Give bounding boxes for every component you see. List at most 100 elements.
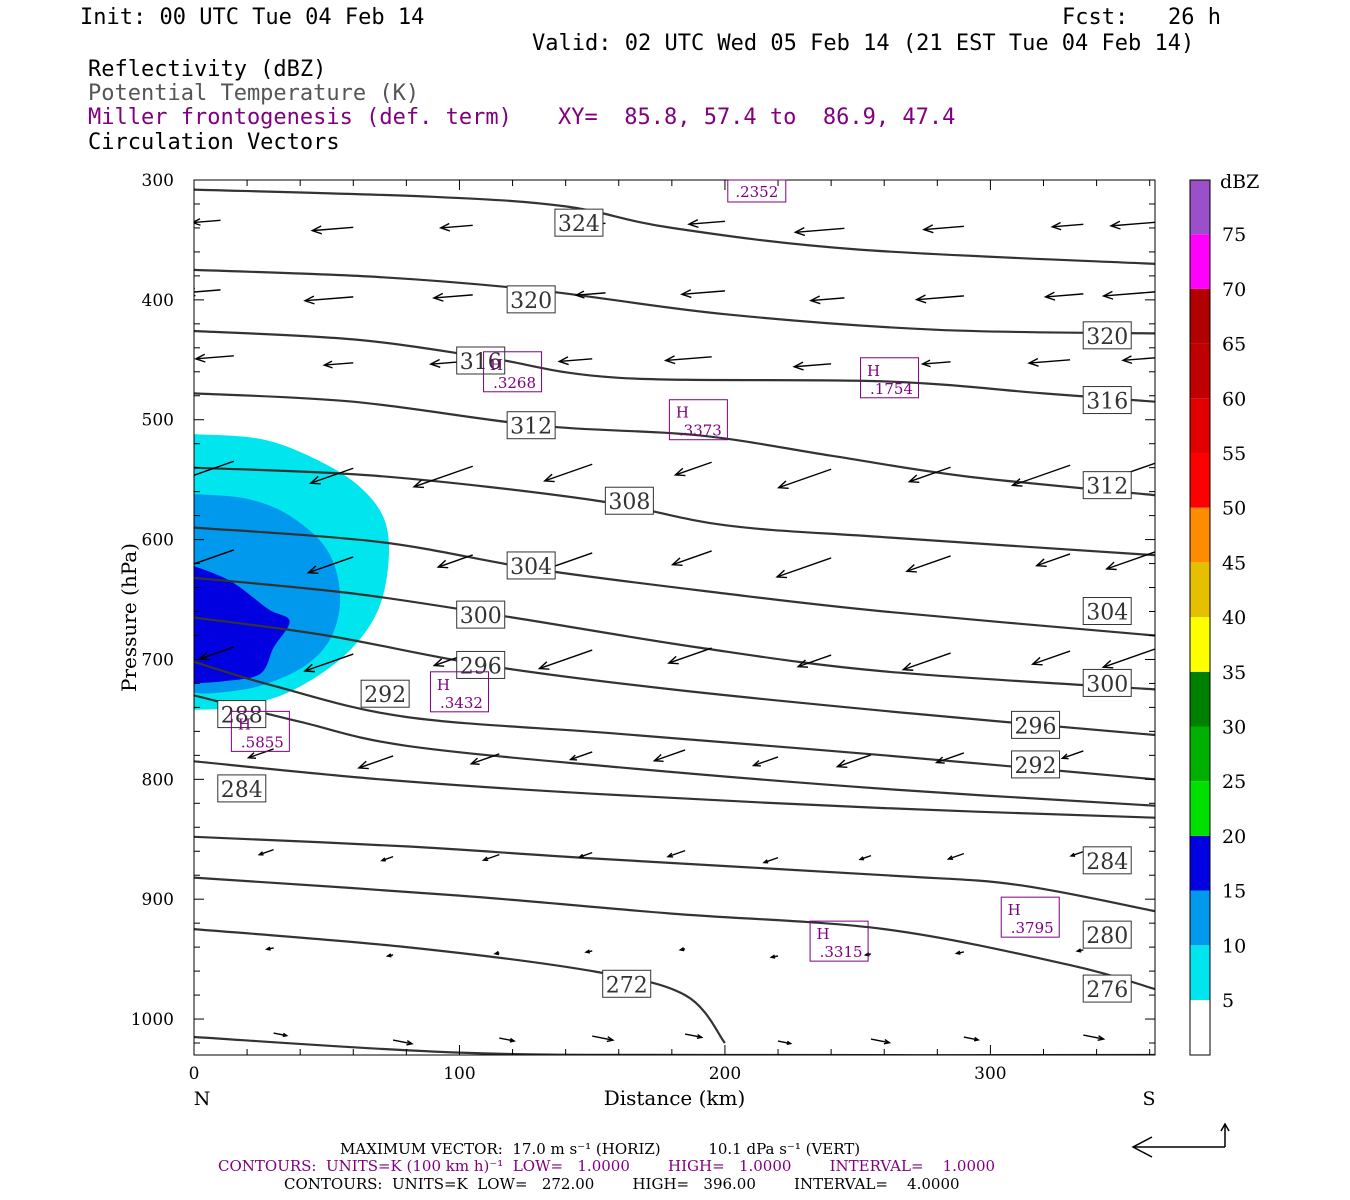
circulation-vector <box>413 465 473 488</box>
contour-label: 272 <box>606 973 648 998</box>
circulation-vector <box>778 468 832 489</box>
circulation-vector <box>922 361 951 365</box>
circulation-vector-head <box>751 760 761 767</box>
circulation-vector-head <box>438 222 451 232</box>
colorbar-segment <box>1190 288 1210 344</box>
circulation-vector <box>433 294 473 299</box>
circulation-vector-head <box>1010 478 1023 487</box>
circulation-vector <box>1103 291 1155 297</box>
frontogenesis-maxima: .2352H.3268H.1754H.3373H.3432H.5855H.379… <box>230 179 1060 962</box>
circulation-vector <box>1036 553 1071 567</box>
circulation-vector <box>499 1037 515 1042</box>
circulation-vector-head <box>194 218 201 226</box>
colorbar-level-label: 10 <box>1222 935 1246 957</box>
colorbar-segment <box>1190 726 1210 782</box>
circulation-vector-head <box>858 856 865 861</box>
colorbar-segment <box>1190 890 1210 946</box>
circulation-vector <box>194 549 235 565</box>
circulation-vector-head <box>428 358 441 368</box>
circulation-vector <box>358 755 394 769</box>
circulation-vector <box>859 854 872 861</box>
circulation-vector <box>471 753 500 765</box>
theta-contour-276 <box>194 876 1155 991</box>
max-vector-note: MAXIMUM VECTOR: 17.0 m s⁻¹ (HORIZ) 10.1 … <box>340 1140 861 1158</box>
colorbar-unit: dBZ <box>1220 171 1259 193</box>
circulation-vector-head <box>762 859 769 864</box>
x-tick-label: 0 <box>189 1064 200 1084</box>
circulation-vector <box>483 853 500 861</box>
contour-label: 320 <box>510 289 552 314</box>
circulation-vector <box>906 555 951 572</box>
circulation-vector-head <box>934 756 945 764</box>
circulation-vector-head <box>670 557 683 566</box>
circulation-vector <box>312 226 354 232</box>
circulation-vector-head <box>469 757 480 765</box>
colorbar-segment <box>1190 453 1210 508</box>
y-axis-title: Pressure (hPa) <box>117 543 141 692</box>
theta-contour-324 <box>194 188 1155 265</box>
init-time: Init: 00 UTC Tue 04 Feb 14 <box>80 5 425 30</box>
colorbar-level-label: 35 <box>1222 662 1246 684</box>
circulation-vector-head <box>696 1033 704 1040</box>
circulation-vector-head <box>246 752 257 759</box>
contour-label-box <box>506 551 556 580</box>
circulation-vector <box>195 355 234 360</box>
circulation-vector <box>794 363 832 368</box>
circulation-vector <box>273 1032 287 1037</box>
circulation-vector <box>797 654 832 668</box>
circulation-vector <box>576 292 606 296</box>
circulation-vector <box>1122 357 1155 362</box>
circulation-vector-head <box>310 225 322 235</box>
contour-label-box <box>456 650 506 679</box>
colorbar-segment <box>1190 398 1210 453</box>
circulation-vector <box>579 851 593 858</box>
colorbar-level-label: 25 <box>1222 771 1246 793</box>
fronto-max-h: H <box>867 362 880 380</box>
fronto-max-box <box>483 351 543 393</box>
circulation-vector-head <box>652 753 664 763</box>
colorbar-level-label: 20 <box>1222 826 1246 848</box>
circulation-vector <box>923 225 964 231</box>
circulation-vector-head <box>1101 659 1114 669</box>
contour-label-box <box>1082 321 1132 350</box>
colorbar-level-label: 65 <box>1222 334 1246 356</box>
circulation-vector <box>795 227 845 233</box>
colorbar-level-label: 70 <box>1222 279 1246 301</box>
circulation-vector-head <box>1050 221 1062 231</box>
circulation-vector-head <box>412 479 425 489</box>
x-tick-label: 300 <box>974 1064 1006 1084</box>
circulation-vector <box>810 297 845 302</box>
field-frontogenesis: Miller frontogenesis (def. term) <box>88 105 512 130</box>
reflectivity-15dbz <box>194 566 290 684</box>
contour-label: 312 <box>510 415 552 440</box>
circulation-vector <box>304 653 354 672</box>
circulation-vector-head <box>543 473 555 483</box>
circulation-vector <box>870 1038 890 1044</box>
circulation-vector <box>665 356 712 362</box>
circulation-vector <box>688 220 725 225</box>
contour-label: 284 <box>1086 850 1128 875</box>
colorbar-level-label: 30 <box>1222 717 1246 739</box>
circulation-vector <box>324 362 354 366</box>
contour-label: 284 <box>221 778 263 803</box>
x-tick-label: 200 <box>709 1064 741 1084</box>
circulation-vector <box>948 852 965 860</box>
y-tick-label: 600 <box>142 531 174 551</box>
circulation-vector <box>544 463 593 482</box>
circulation-vector <box>668 647 712 664</box>
circulation-vector <box>1028 359 1071 364</box>
contour-label: 296 <box>460 654 502 679</box>
circulation-vector <box>675 461 712 476</box>
theta-contour-312 <box>194 392 1155 497</box>
circulation-vector-head <box>920 359 931 368</box>
circulation-vector <box>259 848 274 856</box>
colorbar-segment <box>1190 781 1210 836</box>
circulation-vector-head <box>793 227 806 237</box>
valid-time: Valid: 02 UTC Wed 05 Feb 14 (21 EST Tue … <box>532 31 1195 56</box>
circulation-vector <box>381 855 394 862</box>
contour-label-box <box>602 969 652 998</box>
circulation-vector-head <box>509 1037 516 1043</box>
circulation-vector-head <box>687 218 699 229</box>
colorbar-level-label: 75 <box>1222 224 1246 246</box>
